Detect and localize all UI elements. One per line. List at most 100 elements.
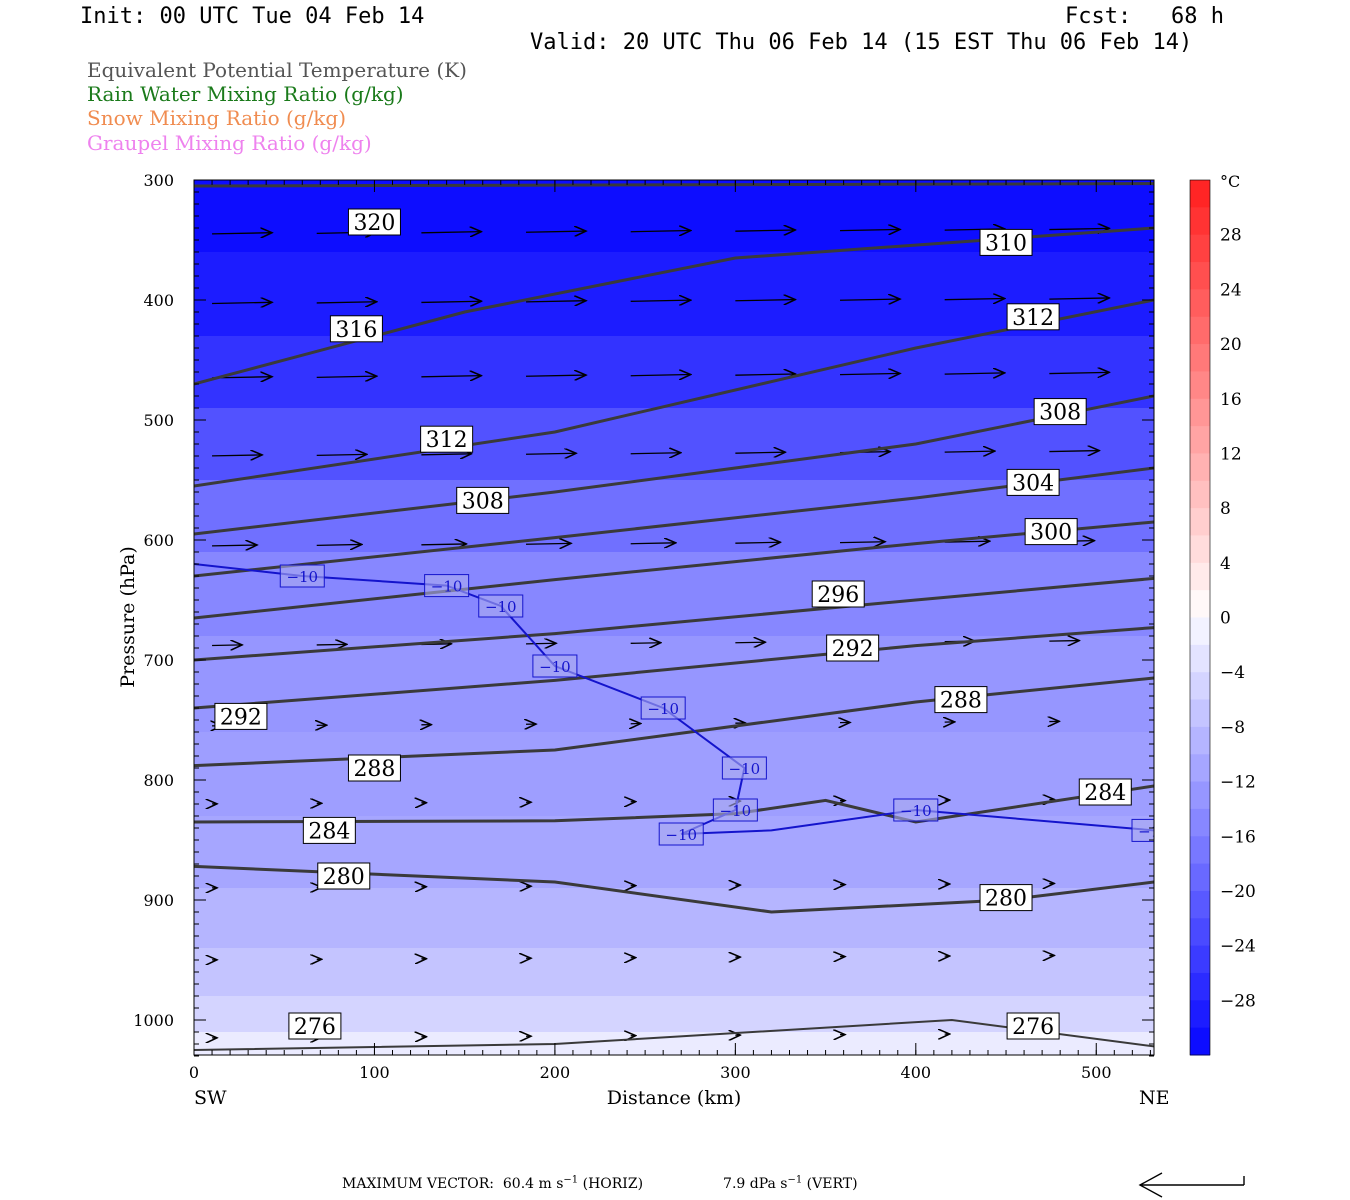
theta-e-label-box bbox=[288, 1012, 342, 1040]
colorbar-segment bbox=[1190, 1027, 1210, 1056]
theta-e-label: 284 bbox=[1084, 781, 1126, 806]
theta-e-contour bbox=[194, 576, 1154, 662]
wind-vector bbox=[212, 545, 257, 546]
theta-e-label-box bbox=[329, 315, 383, 343]
wind-vector bbox=[735, 452, 785, 453]
theta-e-contour bbox=[194, 182, 1154, 188]
colorbar-segment bbox=[1190, 398, 1210, 427]
wind-vector bbox=[1049, 641, 1079, 642]
wind-vector bbox=[630, 300, 691, 301]
colorbar-segment bbox=[1190, 207, 1210, 236]
colorbar-label: 12 bbox=[1220, 444, 1242, 464]
reference-arrow bbox=[1138, 1172, 1245, 1198]
theta-e-label-box bbox=[214, 702, 268, 730]
colorbar-segment bbox=[1190, 590, 1210, 618]
colorbar-frame bbox=[1189, 179, 1211, 1056]
theta-e-label: 288 bbox=[353, 757, 395, 782]
wind-vector bbox=[840, 373, 900, 374]
wind-vector bbox=[526, 301, 586, 302]
y-tick-label: 500 bbox=[143, 411, 174, 430]
theta-e-label-box bbox=[456, 486, 510, 514]
colorbar-segment bbox=[1190, 890, 1210, 919]
colorbar-segment bbox=[1190, 945, 1210, 974]
isotherm-label-box bbox=[658, 822, 704, 846]
wind-vector bbox=[630, 643, 661, 644]
wind-vector bbox=[1049, 451, 1099, 452]
plot-frame bbox=[193, 179, 1155, 1056]
init-time: Init: 00 UTC Tue 04 Feb 14 bbox=[80, 4, 425, 29]
wind-vector bbox=[735, 542, 780, 543]
contour-labels: 320 310 316 312 308 312 304 308 300 296 292 292 288 2… bbox=[214, 208, 1132, 1040]
colorbar-segment bbox=[1190, 863, 1210, 892]
theta-e-contour bbox=[194, 864, 1154, 914]
wind-vector bbox=[421, 454, 471, 455]
temp-band bbox=[194, 552, 1154, 637]
wind-vector bbox=[944, 298, 1005, 299]
colorbar-label: 24 bbox=[1220, 280, 1242, 300]
colorbar-label: 8 bbox=[1220, 499, 1231, 519]
colorbar-segment bbox=[1190, 562, 1210, 591]
theta-e-label-box bbox=[347, 754, 401, 782]
y-tick-label: 1000 bbox=[133, 1011, 174, 1030]
theta-e-label: 304 bbox=[1012, 471, 1054, 496]
field-legend-graupel: Graupel Mixing Ratio (g/kg) bbox=[87, 131, 372, 155]
x-tick-label: 0 bbox=[189, 1063, 199, 1082]
minus10-isotherm: −10 −10 −10 −10 −10 −10 −10 −10 −10 −10 bbox=[194, 563, 1154, 846]
forecast-hour: Fcst: 68 h bbox=[1065, 4, 1224, 29]
wind-vector bbox=[944, 373, 1005, 374]
isotherm-label: −10 bbox=[900, 802, 932, 820]
wind-vector bbox=[1049, 228, 1109, 229]
wind-vector bbox=[1049, 372, 1109, 373]
wind-vector bbox=[316, 454, 367, 455]
colorbar-label: 20 bbox=[1220, 335, 1242, 355]
x-tick-label: 200 bbox=[540, 1063, 571, 1082]
theta-e-label: 300 bbox=[1030, 521, 1072, 546]
wind-vector bbox=[944, 541, 990, 542]
x-tick-label: 100 bbox=[359, 1063, 390, 1082]
isotherm-label-box bbox=[721, 756, 767, 780]
theta-e-label: 310 bbox=[985, 231, 1027, 256]
colorbar-segment bbox=[1190, 371, 1210, 400]
colorbar-segment bbox=[1190, 617, 1210, 646]
colorbar-segment bbox=[1190, 508, 1210, 536]
theta-e-label: 316 bbox=[335, 318, 377, 343]
wind-vector bbox=[630, 453, 681, 454]
wind-vector bbox=[526, 231, 586, 232]
isotherm-label-box bbox=[532, 654, 578, 678]
x-tick-label: 400 bbox=[901, 1063, 932, 1082]
theta-e-label-box bbox=[1033, 398, 1087, 426]
wind-vector bbox=[840, 542, 885, 543]
wind-vector bbox=[421, 376, 481, 377]
wind-vector bbox=[526, 453, 576, 454]
wind-vector bbox=[316, 644, 347, 645]
axes: 0 100 200 300 400 500 300 400 500 600 700 800 900 100… bbox=[133, 171, 1154, 1082]
theta-e-label: 292 bbox=[832, 637, 874, 662]
theta-e-label: 280 bbox=[323, 865, 365, 890]
colorbar-label: 28 bbox=[1220, 226, 1242, 246]
isotherm-label-box bbox=[1131, 818, 1154, 842]
theta-e-label: 292 bbox=[220, 705, 262, 730]
wind-vector bbox=[840, 299, 900, 300]
y-tick-label: 900 bbox=[143, 891, 174, 910]
theta-e-label: 308 bbox=[1039, 401, 1081, 426]
isotherm-label-box bbox=[424, 574, 470, 598]
theta-e-label: 276 bbox=[1012, 1015, 1054, 1040]
colorbar-segment bbox=[1190, 836, 1210, 865]
theta-e-label: 280 bbox=[985, 887, 1027, 912]
colorbar-segment bbox=[1190, 972, 1210, 1001]
isotherm-label: −10 bbox=[729, 760, 761, 778]
isotherm-label-box bbox=[478, 594, 524, 618]
theta-e-contour bbox=[194, 226, 1154, 386]
isotherm-label: −10 bbox=[665, 826, 697, 844]
colorbar-segment bbox=[1190, 480, 1210, 509]
colorbar-segment bbox=[1190, 426, 1210, 454]
max-vector-vert: 7.9 dPa s−1 (VERT) bbox=[723, 1174, 858, 1192]
isotherm-label: −10 bbox=[431, 578, 463, 596]
isotherm-label-box bbox=[893, 798, 939, 822]
wind-vector bbox=[526, 543, 571, 544]
colorbar-segment bbox=[1190, 180, 1210, 208]
theta-e-contours bbox=[194, 182, 1154, 1051]
wind-vector bbox=[421, 301, 481, 302]
theta-e-label: 320 bbox=[353, 211, 395, 236]
colorbar-label: −8 bbox=[1220, 718, 1245, 738]
